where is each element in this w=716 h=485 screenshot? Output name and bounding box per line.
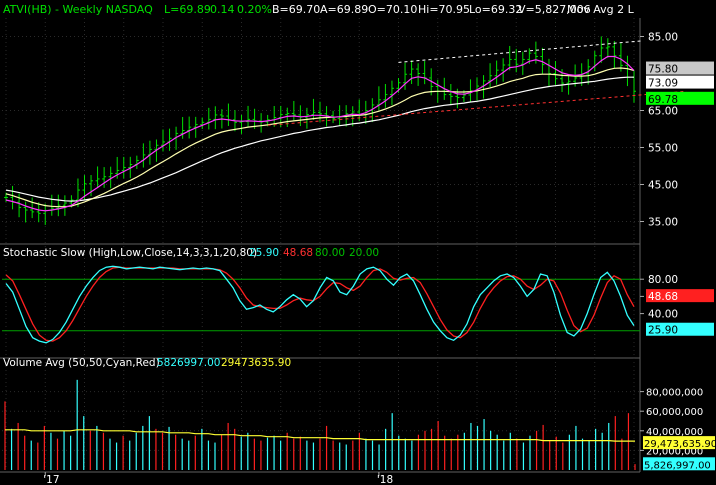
header-ask: A=69.89 bbox=[320, 3, 368, 16]
volume-average-slow-line bbox=[5, 429, 635, 442]
price-axis-tick-label: 55.00 bbox=[648, 143, 678, 155]
price-axis-tick-label: 45.00 bbox=[648, 180, 678, 192]
header-change-pct: 0.20% bbox=[237, 3, 272, 16]
stochastic-axis-tick-label: 80.00 bbox=[648, 274, 678, 286]
stoch-upper-ref: 80.00 bbox=[315, 247, 345, 259]
stochastic-axis-tick-label: 40.00 bbox=[648, 309, 678, 321]
lower-trendline bbox=[267, 90, 687, 126]
x-axis-tick-label: '17 bbox=[43, 474, 59, 485]
volume-panel bbox=[4, 379, 636, 470]
stoch-k-value: 25.90 bbox=[249, 247, 279, 259]
stochastic-tag-label: 25.90 bbox=[648, 325, 678, 337]
volume-axis: 80,000,000 60,000,000 40,000,000 20,000,000… bbox=[640, 388, 716, 471]
price-tag-label: 75.80 bbox=[648, 64, 678, 76]
price-panel bbox=[4, 36, 687, 225]
volume-avg-slow-value: 29473635.90 bbox=[221, 357, 291, 369]
price-tag-background bbox=[646, 91, 714, 105]
volume-tag-background bbox=[643, 457, 715, 471]
header-mov-avg: Mov Avg 2 L bbox=[567, 3, 635, 16]
moving-average-fast-line bbox=[5, 55, 635, 212]
header-change: 0.14 bbox=[210, 3, 235, 16]
volume-axis-tick-label: 20,000,000 bbox=[646, 446, 703, 457]
moving-average-slow-line bbox=[5, 76, 634, 202]
volume-label: Volume Avg (50,50,Cyan,Red) bbox=[3, 357, 160, 369]
stoch-d-value: 48.68 bbox=[283, 247, 313, 259]
header-symbol: ATVI(HB) - Weekly NASDAQ bbox=[3, 3, 153, 16]
stochastic-tag-label: 48.68 bbox=[648, 291, 678, 303]
header-bid: B=69.70 bbox=[272, 3, 320, 16]
header-high: Hi=70.95 bbox=[418, 3, 470, 16]
volume-axis-tick-label: 80,000,000 bbox=[646, 388, 703, 399]
price-axis-tick-label: 35.00 bbox=[648, 217, 678, 229]
stoch-lower-ref: 20.00 bbox=[349, 247, 379, 259]
x-axis: '17 '18 bbox=[43, 472, 393, 485]
header-open: O=70.10 bbox=[368, 3, 417, 16]
header-volume: V=5,827,006 bbox=[518, 3, 591, 16]
stochastic-d-line bbox=[5, 266, 635, 342]
header-low: Lo=69.32 bbox=[469, 3, 522, 16]
price-axis: 85.00 65.00 55.00 45.00 35.00 75.80 73.09 69.78 bbox=[640, 32, 714, 229]
price-tag-label: 73.09 bbox=[648, 78, 678, 90]
volume-axis-tick-label: 60,000,000 bbox=[646, 407, 703, 418]
volume-axis-tick-label: 40,000,000 bbox=[646, 427, 703, 438]
stochastic-tag-background bbox=[646, 289, 714, 303]
upper-trendline bbox=[398, 40, 641, 63]
header-last: L=69.89 bbox=[164, 3, 211, 16]
moving-average-mid-line bbox=[5, 67, 635, 208]
stochastic-panel bbox=[2, 265, 640, 344]
stochastic-k-line bbox=[5, 265, 635, 344]
x-axis-tick-label: '18 bbox=[377, 474, 393, 485]
volume-tag-label: 29,473,635.90 bbox=[644, 439, 716, 450]
price-tag-background bbox=[646, 75, 714, 89]
grid-lines bbox=[0, 18, 641, 473]
volume-tag-background bbox=[643, 436, 715, 450]
price-tag-background bbox=[646, 61, 714, 75]
stoch-label: Stochastic Slow (High,Low,Close,14,3,3,1… bbox=[3, 247, 257, 259]
volume-avg-fast-value: 5826997.00 bbox=[157, 357, 220, 369]
price-axis-tick-label: 65.00 bbox=[648, 106, 678, 118]
price-tag-label: 69.78 bbox=[648, 94, 678, 106]
volume-tag-label: 5,826,997.00 bbox=[644, 460, 711, 471]
price-axis-tick-label: 85.00 bbox=[648, 32, 678, 44]
stochastic-tag-background bbox=[646, 322, 714, 336]
